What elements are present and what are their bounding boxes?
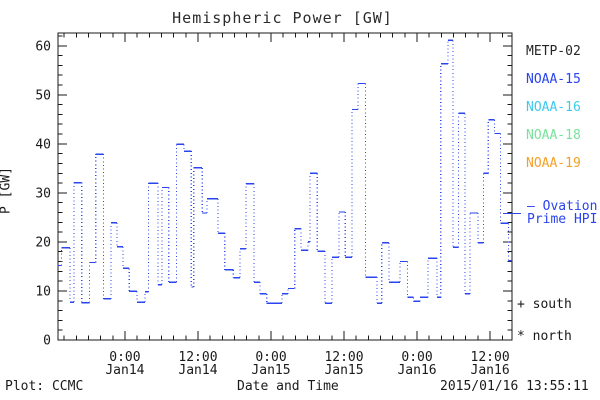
ovation-prime-hpi-label: — Ovation Prime HPI [527,200,597,226]
plot-border [57,32,513,341]
x-tick-time-label: 0:00 [401,350,432,365]
x-tick-date-label: Jan14 [105,363,144,378]
y-tick-label: 0 [43,334,51,349]
legend-item-noaa15: NOAA-15 [526,72,581,87]
x-axis-title: Date and Time [237,379,339,394]
legend-item-noaa16: NOAA-16 [526,100,581,115]
y-tick-label: 60 [35,39,51,54]
y-tick-label: 20 [35,235,51,250]
x-tick-date-label: Jan14 [178,363,217,378]
south-marker-label: + south [517,297,572,312]
y-tick-label: 50 [35,88,51,103]
x-tick-time-label: 12:00 [178,350,217,365]
x-tick-date-label: Jan15 [324,363,363,378]
y-tick-label: 10 [35,284,51,299]
legend-item-noaa19: NOAA-19 [526,156,581,171]
ovation-label-line2: Prime HPI [527,212,598,227]
legend-item-noaa18: NOAA-18 [526,128,581,143]
legend-item-metp02: METP-02 [526,44,581,59]
footer-timestamp: 2015/01/16 13:55:11 [440,379,589,394]
legend: METP-02 NOAA-15 NOAA-16 NOAA-18 NOAA-19 [526,45,581,185]
north-marker-label: * north [517,329,572,344]
x-tick-time-label: 0:00 [255,350,286,365]
x-tick-date-label: Jan16 [471,363,510,378]
footer-plot-source: Plot: CCMC [5,379,84,394]
ovation-label-line1: — Ovation [527,199,598,214]
page-title: Hemispheric Power [GW] [172,9,393,27]
x-tick-date-label: Jan16 [397,363,436,378]
y-tick-label: 40 [35,137,51,152]
x-tick-time-label: 12:00 [324,350,363,365]
x-tick-time-label: 12:00 [471,350,510,365]
x-tick-time-label: 0:00 [109,350,140,365]
x-tick-date-label: Jan15 [251,363,290,378]
y-tick-label: 30 [35,186,51,201]
